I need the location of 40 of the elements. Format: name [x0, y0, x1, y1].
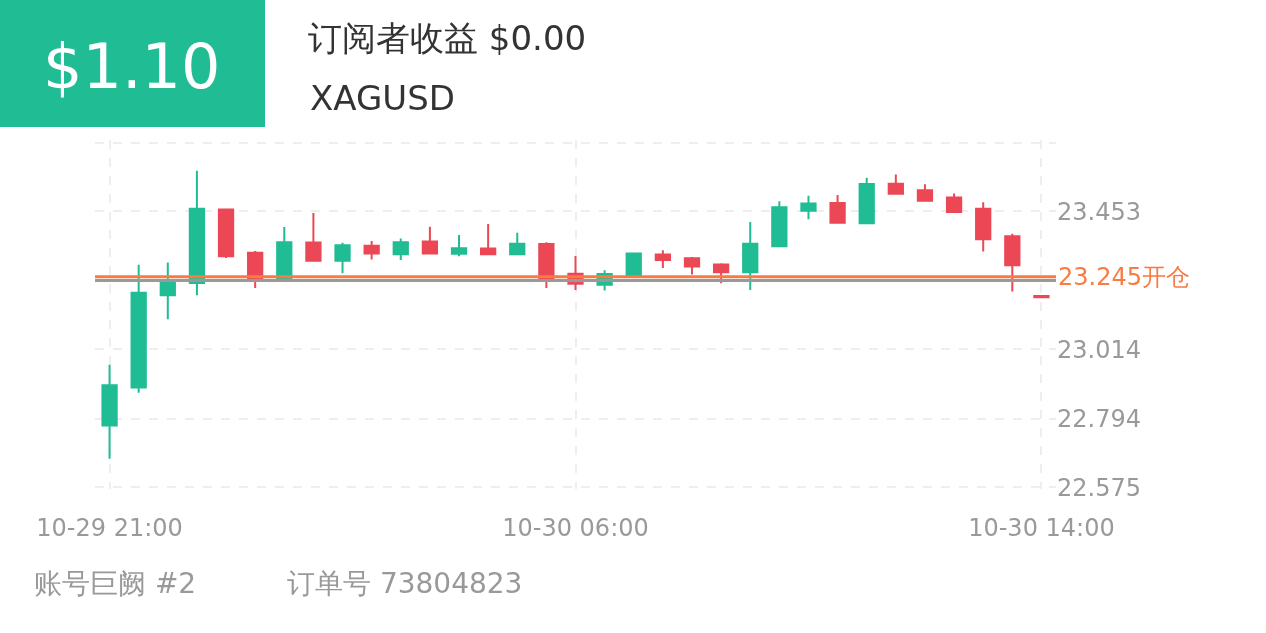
x-tick-label: 10-30 14:00: [968, 514, 1115, 542]
candlestick: [538, 241, 555, 290]
candlestick: [916, 183, 934, 202]
candlestick: [101, 363, 118, 460]
candlestick: [654, 249, 671, 269]
text: $1.10: [43, 30, 221, 103]
candlestick: [858, 176, 875, 225]
candlestick: [363, 239, 380, 261]
candlestick: [217, 207, 235, 259]
chart-title: 订阅者收益 $0.00: [308, 17, 587, 58]
candlestick: [450, 233, 468, 258]
candlestick: [392, 237, 409, 262]
candlestick: [421, 225, 439, 256]
candlestick: [800, 194, 817, 221]
candlestick: [276, 226, 293, 280]
y-tick-label: 22.575: [1057, 473, 1141, 502]
y-tick-label: 23.453: [1057, 197, 1141, 226]
candlestick: [509, 231, 526, 256]
x-tick-label: 10-30 06:00: [502, 514, 649, 542]
ref-line-label: 23.245开仓: [1058, 263, 1190, 291]
candlestick: [829, 194, 846, 224]
text: 订单号 73804823: [287, 567, 523, 600]
candlestick: [1004, 232, 1021, 293]
text: 账号巨阙 #2: [34, 567, 197, 600]
candlestick: [305, 211, 322, 262]
candlestick: [887, 173, 904, 195]
candlestick: [130, 263, 147, 394]
chart-subtitle: XAGUSD: [310, 78, 455, 118]
candlestick: [480, 222, 497, 256]
candlestick: [188, 169, 206, 297]
candlestick: [945, 192, 963, 213]
candlestick: [334, 241, 351, 275]
candlestick: [683, 255, 701, 276]
y-tick-label: 22.794: [1057, 404, 1141, 433]
y-tick-label: 23.014: [1057, 335, 1141, 364]
candlestick: [771, 200, 788, 248]
candlestick: [159, 261, 176, 321]
candlestick: [742, 221, 759, 291]
x-tick-label: 10-29 21:00: [36, 514, 183, 542]
candlestick: [975, 201, 992, 253]
